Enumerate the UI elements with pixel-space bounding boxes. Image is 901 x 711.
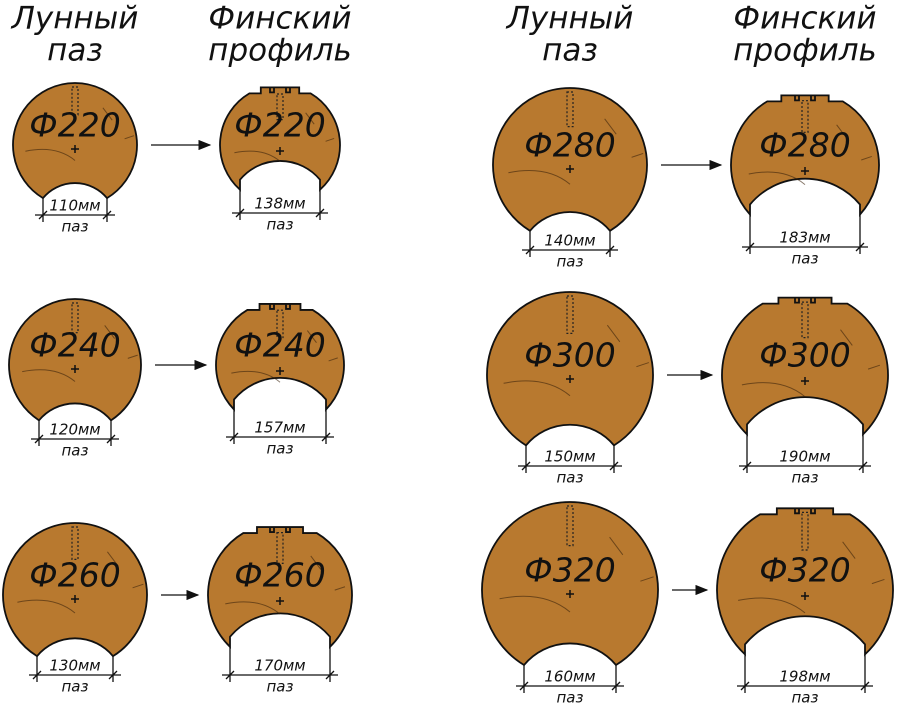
lunar-label: паз [62,678,89,696]
slot [276,531,284,564]
dimension-line [232,189,328,220]
dimension-line [516,665,624,693]
cross [276,367,284,375]
cross [566,165,574,173]
finnish-label: паз [792,250,819,268]
finnish-log [207,526,353,649]
finnish-log [219,86,341,192]
slot [71,86,79,116]
finnish-label: паз [792,469,819,487]
finnish-log [215,303,345,412]
crack [225,555,346,615]
dimension-line [222,646,338,682]
diameter: Ф260 [234,556,325,595]
crack [748,124,872,185]
crack [17,551,144,614]
header-line: профиль [733,33,877,69]
crack [741,329,881,398]
dimension-line [29,656,121,682]
finnish-label: паз [267,440,294,458]
slot [276,309,284,339]
slot [71,526,79,561]
cross [566,375,574,383]
finnish-width: 170мм [254,657,305,675]
dimension-line [522,230,618,257]
lunar-width: 160мм [544,668,595,686]
finnish-label: паз [267,216,294,234]
slot [801,301,809,339]
dimension-line [739,434,871,473]
crack [231,330,338,383]
cross [801,377,809,385]
header-line: Финский [733,1,876,37]
diameter: Ф320 [759,551,850,590]
finnish-log [730,94,880,217]
lunar-label: паз [557,469,584,487]
slot [801,100,809,133]
header-line: Лунный [506,1,634,37]
crack [25,107,135,161]
dimension-line [742,214,868,254]
crack [508,118,644,185]
finnish-width: 138мм [254,195,305,213]
lunar-width: 150мм [544,448,595,466]
diameter: Ф320 [524,551,615,590]
header-line: паз [542,33,598,69]
crack [499,536,654,613]
lunar-label: паз [557,689,584,707]
lunar-width: 130мм [49,657,100,675]
finnish-label: паз [792,689,819,707]
header-line: профиль [208,33,352,69]
cross [71,595,79,603]
finnish-label: паз [267,678,294,696]
lunar-width: 140мм [544,232,595,250]
dimension-line [35,198,115,222]
finnish-width: 198мм [779,668,830,686]
crack [738,541,885,614]
diameter: Ф220 [234,106,325,145]
finnish-width: 157мм [254,419,305,437]
lunar-label: паз [557,253,584,271]
slot [566,295,574,334]
lunar-label: паз [62,442,89,460]
finnish-width: 183мм [779,229,830,247]
header-line: паз [47,33,103,69]
lunar-width: 120мм [49,421,100,439]
dimension-line [31,420,119,446]
diameter: Ф220 [29,106,120,145]
diameter: Ф300 [524,336,615,375]
cross [566,590,574,598]
cross [801,592,809,600]
slot [801,511,809,551]
header-line: Лунный [11,1,139,37]
dimension-line [226,409,334,444]
lunar-width: 110мм [49,197,100,215]
crack [234,112,335,162]
cross [801,167,809,175]
lunar-label: паз [62,218,89,236]
header-line: Финский [208,1,351,37]
slot [71,302,79,334]
slot [566,505,574,547]
crack [503,324,650,397]
cross [71,365,79,373]
finnish-log [716,507,894,657]
dimension-line [518,445,622,473]
cross [276,147,284,155]
finnish-log [721,296,889,437]
dimension-line [737,654,873,693]
crack [22,325,138,382]
diameter: Ф240 [29,326,120,365]
diameter: Ф260 [29,556,120,595]
diameter: Ф300 [759,336,850,375]
diameter: Ф280 [759,126,850,165]
cross [71,145,79,153]
cross [276,597,284,605]
diameter: Ф240 [234,326,325,365]
diameter: Ф280 [524,126,615,165]
finnish-width: 190мм [779,448,830,466]
